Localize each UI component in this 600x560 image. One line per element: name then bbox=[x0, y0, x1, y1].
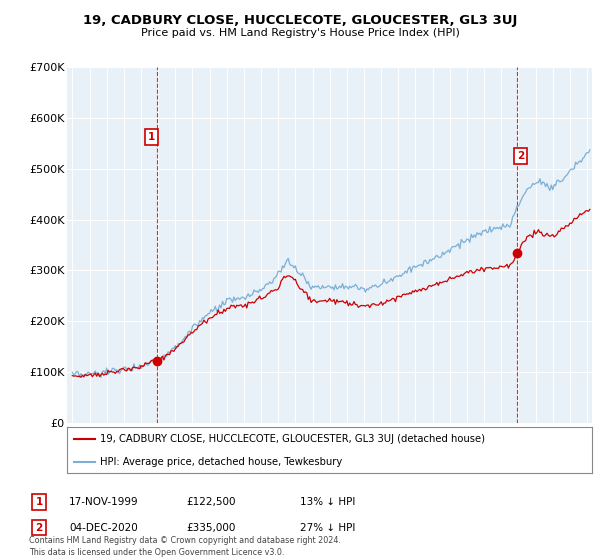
Text: 19, CADBURY CLOSE, HUCCLECOTE, GLOUCESTER, GL3 3UJ (detached house): 19, CADBURY CLOSE, HUCCLECOTE, GLOUCESTE… bbox=[100, 434, 485, 444]
Text: £122,500: £122,500 bbox=[186, 497, 235, 507]
Text: HPI: Average price, detached house, Tewkesbury: HPI: Average price, detached house, Tewk… bbox=[100, 457, 342, 466]
Text: 17-NOV-1999: 17-NOV-1999 bbox=[69, 497, 139, 507]
Text: 19, CADBURY CLOSE, HUCCLECOTE, GLOUCESTER, GL3 3UJ: 19, CADBURY CLOSE, HUCCLECOTE, GLOUCESTE… bbox=[83, 14, 517, 27]
Text: Contains HM Land Registry data © Crown copyright and database right 2024.
This d: Contains HM Land Registry data © Crown c… bbox=[29, 536, 341, 557]
Text: £335,000: £335,000 bbox=[186, 522, 235, 533]
Text: 2: 2 bbox=[517, 151, 524, 161]
Text: 04-DEC-2020: 04-DEC-2020 bbox=[69, 522, 138, 533]
Text: 1: 1 bbox=[148, 132, 155, 142]
Text: 2: 2 bbox=[35, 522, 43, 533]
Text: Price paid vs. HM Land Registry's House Price Index (HPI): Price paid vs. HM Land Registry's House … bbox=[140, 28, 460, 38]
Text: 13% ↓ HPI: 13% ↓ HPI bbox=[300, 497, 355, 507]
Text: 27% ↓ HPI: 27% ↓ HPI bbox=[300, 522, 355, 533]
Text: 1: 1 bbox=[35, 497, 43, 507]
